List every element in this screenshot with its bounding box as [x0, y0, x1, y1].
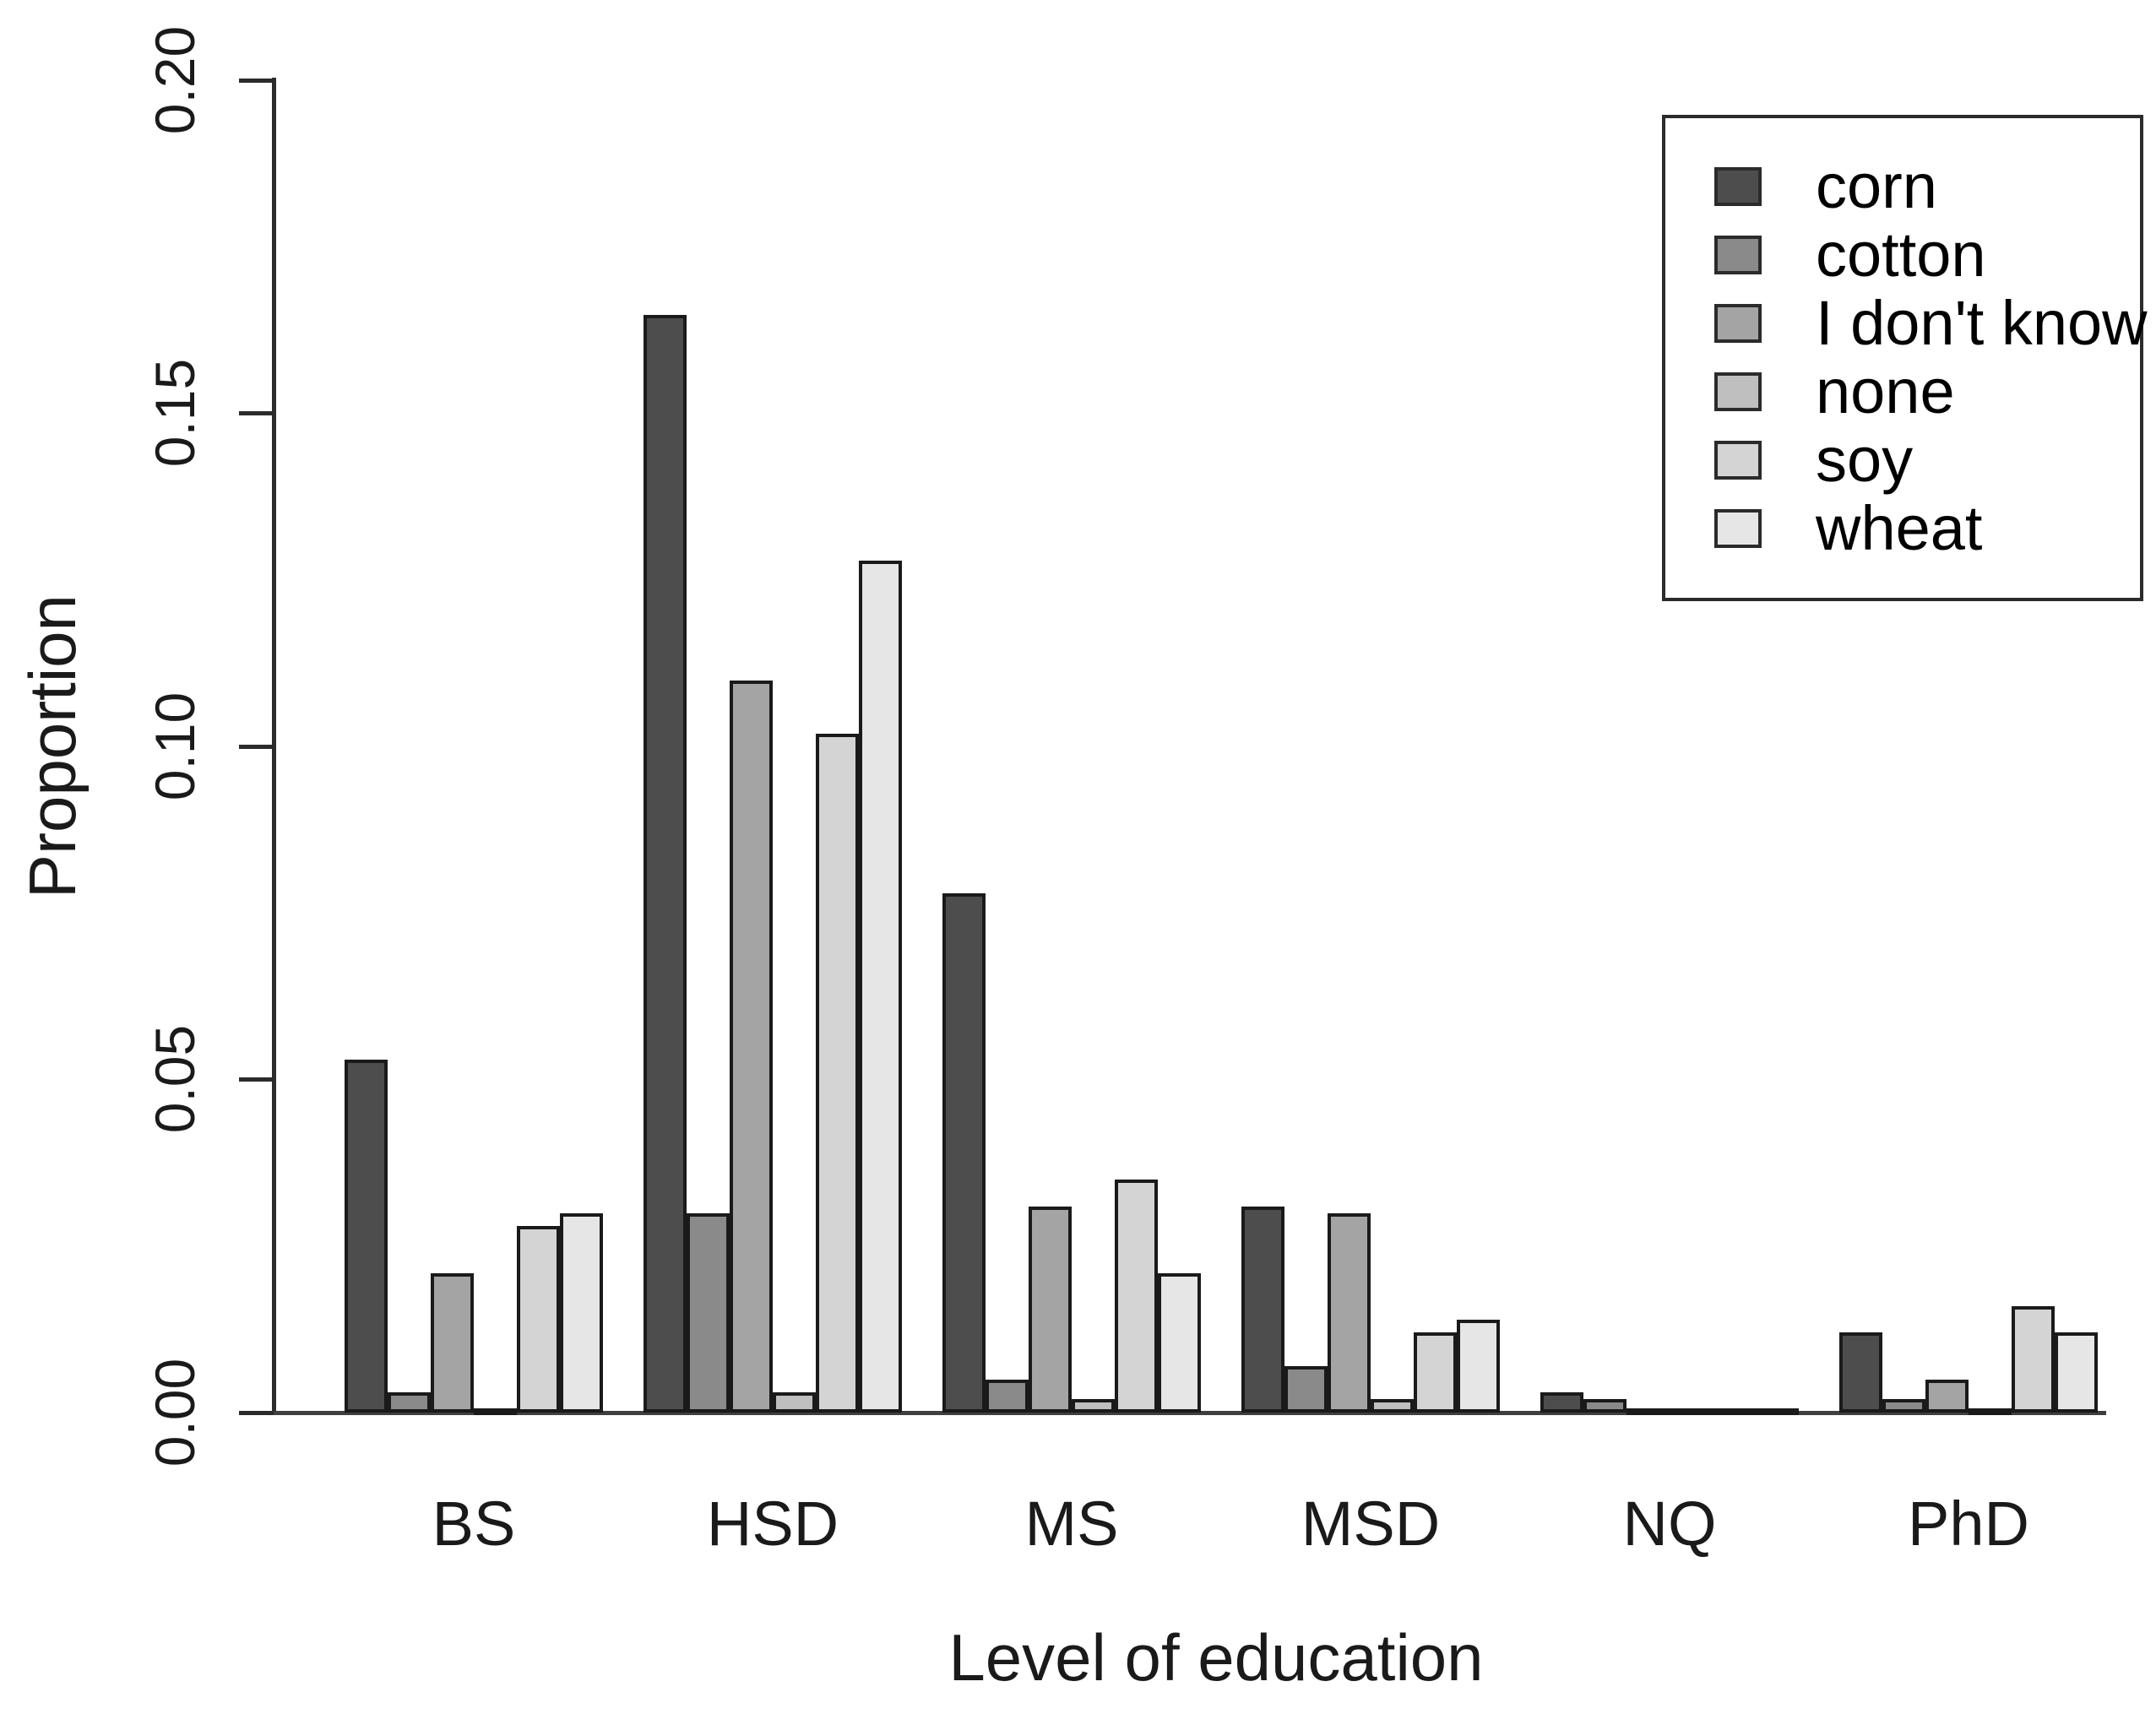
bar-soy-PhD	[2012, 1306, 2055, 1413]
legend-label: wheat	[1816, 493, 1983, 563]
bar-soy-HSD	[816, 734, 859, 1413]
y-tick-0.10	[239, 745, 273, 749]
legend-label: corn	[1816, 151, 1937, 221]
bar-soy-MSD	[1414, 1332, 1457, 1413]
y-axis-line	[272, 78, 276, 1415]
legend-label: soy	[1816, 425, 1914, 495]
bar-wheat-NQ	[1756, 1408, 1799, 1415]
legend-swatch-i-dont-know	[1714, 303, 1762, 343]
bar-wheat-PhD	[2055, 1332, 2098, 1413]
bar-none-MSD	[1371, 1399, 1414, 1413]
x-category-label: NQ	[1622, 1489, 1717, 1559]
bar-none-NQ	[1670, 1408, 1713, 1415]
bar-cotton-HSD	[687, 1213, 730, 1413]
bar-wheat-MSD	[1457, 1320, 1500, 1413]
bar-wheat-HSD	[859, 561, 902, 1413]
bar-corn-HSD	[644, 315, 687, 1413]
y-tick-0.00	[239, 1411, 273, 1415]
bar-i-don-t-know-HSD	[730, 681, 773, 1413]
legend-item: corn	[1665, 151, 2140, 221]
bar-corn-BS	[345, 1060, 388, 1413]
x-category-label: MSD	[1301, 1489, 1441, 1559]
bar-none-PhD	[1969, 1408, 2012, 1415]
legend-label: none	[1816, 356, 1955, 426]
legend-swatch-corn	[1714, 166, 1762, 206]
legend-swatch-soy	[1714, 440, 1762, 480]
legend-swatch-none	[1714, 372, 1762, 411]
bar-none-MS	[1072, 1399, 1115, 1413]
legend-item: none	[1665, 356, 2140, 426]
legend-item: soy	[1665, 425, 2140, 495]
bar-corn-PhD	[1839, 1332, 1882, 1413]
bar-corn-NQ	[1540, 1392, 1583, 1413]
bar-corn-MSD	[1241, 1207, 1284, 1413]
bar-corn-MS	[942, 893, 986, 1413]
bar-i-don-t-know-NQ	[1627, 1408, 1670, 1415]
bar-soy-BS	[517, 1226, 560, 1413]
y-tick-label: 0.15	[144, 358, 206, 468]
y-axis-title: Proportion	[15, 594, 90, 898]
x-category-label: PhD	[1908, 1489, 2029, 1559]
bar-wheat-MS	[1158, 1273, 1201, 1413]
bar-i-don-t-know-PhD	[1925, 1380, 1969, 1413]
x-category-label: HSD	[706, 1489, 839, 1559]
y-tick-label: 0.00	[144, 1358, 206, 1467]
bar-cotton-MS	[986, 1380, 1029, 1413]
legend-swatch-cotton	[1714, 235, 1762, 274]
bar-cotton-NQ	[1583, 1399, 1627, 1413]
bar-none-BS	[474, 1408, 517, 1415]
x-axis-title: Level of education	[948, 1620, 1484, 1695]
x-category-label: MS	[1024, 1489, 1119, 1559]
bar-soy-NQ	[1713, 1408, 1756, 1415]
y-tick-0.20	[239, 79, 273, 83]
legend-item: cotton	[1665, 220, 2140, 290]
legend: corn cotton I don't know none soy wheat	[1662, 115, 2148, 601]
y-tick-label: 0.10	[144, 692, 206, 801]
y-tick-0.05	[239, 1077, 273, 1082]
y-tick-0.15	[239, 411, 273, 415]
legend-label: cotton	[1816, 220, 1986, 290]
x-baseline	[274, 1411, 2106, 1415]
bar-i-don-t-know-MSD	[1328, 1213, 1371, 1413]
bar-cotton-MSD	[1284, 1366, 1328, 1413]
legend-swatch-wheat	[1714, 508, 1762, 548]
bar-wheat-BS	[560, 1213, 603, 1413]
bar-i-don-t-know-MS	[1029, 1207, 1072, 1413]
bar-cotton-BS	[388, 1392, 431, 1413]
legend-label: I don't know	[1816, 288, 2148, 358]
y-tick-label: 0.20	[144, 25, 206, 135]
x-category-label: BS	[432, 1489, 516, 1559]
bar-cotton-PhD	[1882, 1399, 1925, 1413]
legend-item: I don't know	[1665, 288, 2148, 358]
bar-soy-MS	[1115, 1180, 1158, 1413]
bar-i-don-t-know-BS	[431, 1273, 474, 1413]
bar-none-HSD	[773, 1392, 816, 1413]
legend-item: wheat	[1665, 493, 2140, 563]
y-tick-label: 0.05	[144, 1024, 206, 1134]
